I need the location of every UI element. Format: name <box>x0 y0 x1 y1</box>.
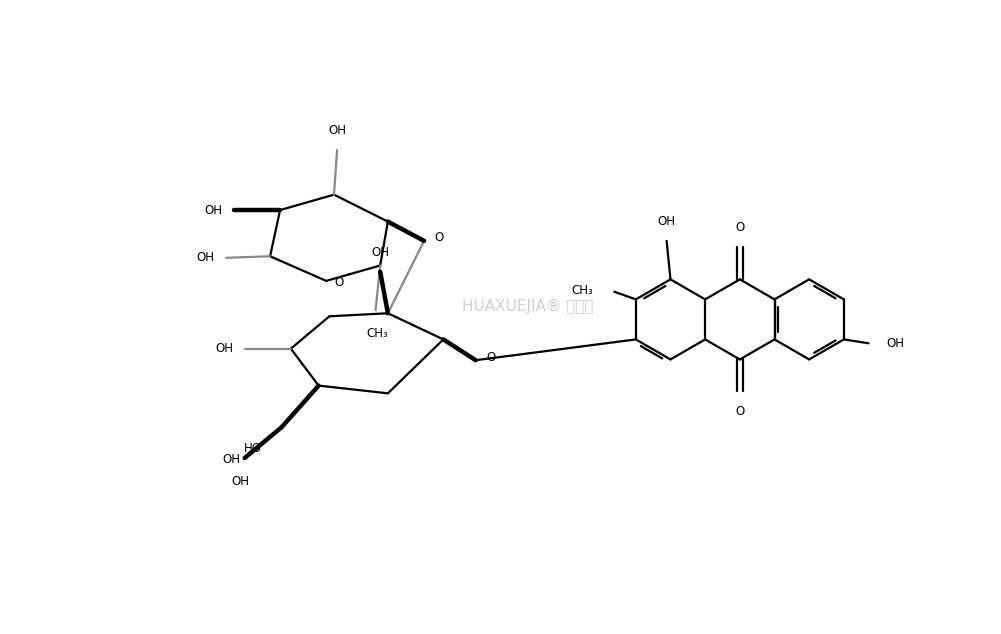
Text: O: O <box>735 404 745 418</box>
Text: O: O <box>735 221 745 234</box>
Text: O: O <box>486 351 495 365</box>
Text: OH: OH <box>196 251 214 264</box>
Text: OH: OH <box>886 337 904 350</box>
Text: OH: OH <box>204 204 222 217</box>
Text: OH: OH <box>215 342 233 355</box>
Text: O: O <box>434 231 444 244</box>
Text: HO: HO <box>243 443 261 455</box>
Text: OH: OH <box>658 215 676 228</box>
Text: CH₃: CH₃ <box>366 327 388 340</box>
Text: OH: OH <box>223 453 241 466</box>
Text: OH: OH <box>232 475 250 488</box>
Text: OH: OH <box>371 245 389 259</box>
Text: HUAXUEJIA® 化学加: HUAXUEJIA® 化学加 <box>462 299 594 314</box>
Text: OH: OH <box>328 124 346 137</box>
Text: CH₃: CH₃ <box>571 283 593 297</box>
Text: O: O <box>334 276 343 289</box>
